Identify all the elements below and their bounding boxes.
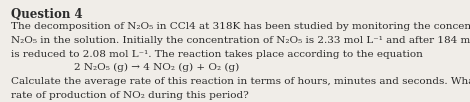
Text: 2 N₂O₅ (g) → 4 NO₂ (g) + O₂ (g): 2 N₂O₅ (g) → 4 NO₂ (g) + O₂ (g) [74,63,240,72]
Text: is reduced to 2.08 mol L⁻¹. The reaction takes place according to the equation: is reduced to 2.08 mol L⁻¹. The reaction… [11,50,423,59]
Text: rate of production of NO₂ during this period?: rate of production of NO₂ during this pe… [11,91,249,100]
Text: Question 4: Question 4 [11,8,82,21]
Text: Calculate the average rate of this reaction in terms of hours, minutes and secon: Calculate the average rate of this react… [11,77,470,86]
Text: N₂O₅ in the solution. Initially the concentration of N₂O₅ is 2.33 mol L⁻¹ and af: N₂O₅ in the solution. Initially the conc… [11,36,470,45]
Text: The decomposition of N₂O₅ in CCl4 at 318K has been studied by monitoring the con: The decomposition of N₂O₅ in CCl4 at 318… [11,22,470,31]
